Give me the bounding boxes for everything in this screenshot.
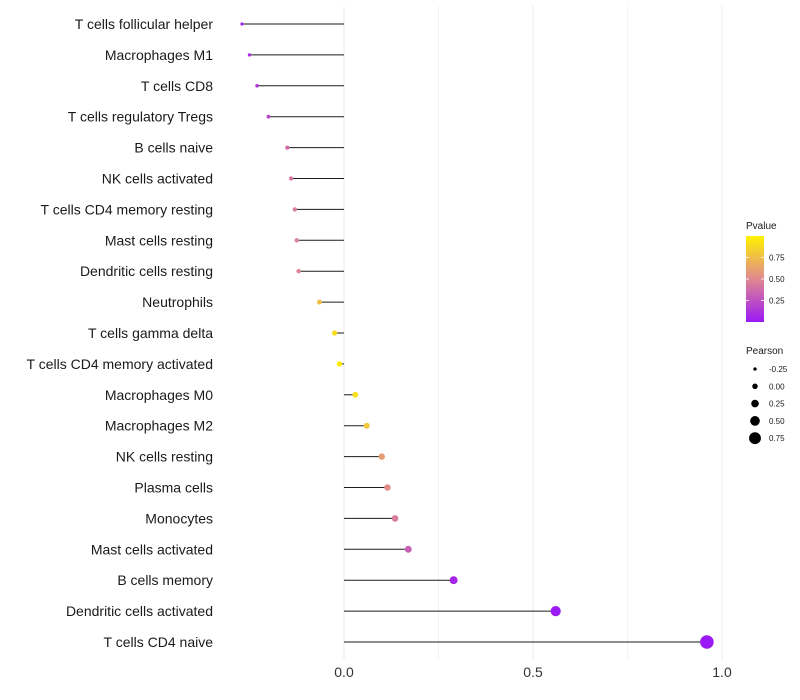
data-point: [378, 453, 385, 460]
pvalue-colorbar: [746, 236, 764, 322]
category-label: Macrophages M2: [105, 418, 213, 434]
size-key-dot: [750, 416, 760, 426]
data-point: [700, 635, 714, 649]
data-point: [285, 145, 290, 150]
colorbar-tick-label: 0.25: [769, 297, 785, 306]
data-point: [255, 84, 259, 88]
category-label: B cells naive: [134, 140, 213, 156]
data-point: [294, 238, 299, 243]
data-point: [316, 299, 322, 305]
x-tick-label: 0.0: [334, 664, 354, 680]
data-point: [391, 515, 399, 522]
category-label: T cells CD8: [141, 78, 213, 94]
category-label: Macrophages M1: [105, 47, 213, 63]
size-key-label: 0.00: [769, 382, 785, 391]
size-key-label: 0.50: [769, 417, 785, 426]
category-label: Macrophages M0: [105, 387, 213, 403]
data-point: [247, 53, 252, 57]
size-key-label: 0.25: [769, 400, 785, 409]
grid-lines: [343, 6, 723, 660]
data-point: [296, 268, 301, 274]
size-key-dot: [751, 399, 759, 408]
category-label: T cells gamma delta: [88, 325, 213, 341]
x-tick-label: 1.0: [712, 664, 732, 680]
colorbar-tick-label: 0.50: [769, 275, 785, 284]
category-label: NK cells activated: [102, 171, 213, 187]
x-tick-label: 0.5: [523, 664, 543, 680]
pearson-legend-title: Pearson: [746, 346, 783, 357]
data-point: [384, 484, 391, 491]
data-point: [352, 391, 359, 398]
category-label: Neutrophils: [142, 294, 213, 310]
colorbar-tick-label: 0.75: [769, 254, 785, 263]
data-point: [331, 330, 338, 336]
size-key-label: -0.25: [769, 365, 788, 374]
category-label: T cells CD4 memory activated: [27, 356, 213, 372]
category-labels: T cells follicular helper Macrophages M1 T…: [27, 16, 214, 650]
size-key-dot: [752, 383, 758, 390]
size-key-label: 0.75: [769, 434, 785, 443]
size-key-dot: [749, 432, 761, 445]
category-label: Monocytes: [145, 510, 213, 526]
category-label: T cells regulatory Tregs: [68, 109, 213, 125]
data-point: [363, 422, 370, 429]
category-label: Mast cells activated: [91, 541, 213, 557]
pvalue-legend: Pvalue 0.25 0.50 0.75: [746, 221, 785, 322]
pearson-legend-keys: -0.25 0.00 0.25 0.50 0.75: [749, 365, 788, 445]
data-point: [292, 207, 298, 212]
plot-marks: [240, 22, 714, 649]
category-label: B cells memory: [117, 572, 213, 588]
category-label: Dendritic cells activated: [66, 603, 213, 619]
data-point: [449, 576, 458, 585]
data-point: [336, 361, 343, 367]
data-point: [240, 22, 244, 26]
pearson-legend: Pearson -0.25 0.00 0.25 0.50 0.75: [746, 346, 788, 445]
data-point: [266, 114, 271, 119]
category-label: Dendritic cells resting: [80, 263, 213, 279]
category-label: Mast cells resting: [105, 232, 213, 248]
data-point: [404, 545, 412, 553]
category-label: Plasma cells: [134, 480, 213, 496]
data-point: [550, 605, 561, 617]
category-label: T cells follicular helper: [75, 16, 214, 32]
pvalue-legend-ticks: 0.25 0.50 0.75: [746, 254, 785, 306]
size-key-dot: [753, 367, 757, 371]
x-axis-ticks: 0.0 0.5 1.0: [334, 664, 732, 680]
pvalue-legend-title: Pvalue: [746, 221, 777, 232]
category-label: T cells CD4 memory resting: [41, 201, 213, 217]
category-label: T cells CD4 naive: [104, 634, 214, 650]
data-point: [288, 176, 294, 181]
category-label: NK cells resting: [116, 449, 213, 465]
